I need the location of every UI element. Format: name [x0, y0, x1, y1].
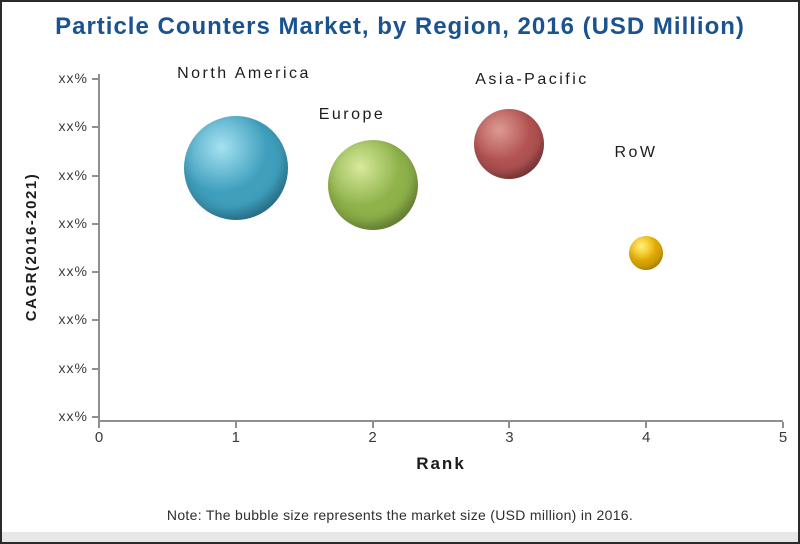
y-tick-label: xx% [58, 408, 88, 424]
x-axis-label: Rank [416, 454, 466, 473]
y-axis-line [98, 74, 100, 422]
x-tick-label: 5 [778, 429, 788, 446]
y-tick-label: xx% [58, 214, 88, 231]
x-tick-mark [371, 422, 374, 428]
bubble-label-row: RoW [614, 144, 658, 161]
x-axis-line [99, 420, 783, 422]
x-tick-mark [645, 422, 648, 428]
y-tick-label: xx% [58, 70, 88, 86]
y-tick-mark [92, 416, 99, 418]
y-tick-mark [92, 126, 99, 129]
chart-title: Particle Counters Market, by Region, 201… [55, 13, 745, 40]
bottom-band [2, 532, 798, 542]
bubble-north-america [183, 115, 288, 220]
y-tick-label: xx% [58, 311, 88, 328]
y-tick-mark [92, 78, 99, 80]
bubble-asia-pacific [474, 108, 545, 179]
y-tick-label: xx% [58, 118, 88, 135]
x-tick-mark [782, 422, 784, 428]
bubble-label-europe: Europe [318, 106, 386, 123]
bubble-label-asia-pacific: Asia-Pacific [475, 71, 589, 88]
x-tick-label: 1 [231, 429, 240, 446]
x-tick-label: 0 [94, 429, 104, 446]
x-tick-label: 4 [642, 429, 651, 446]
bubble-label-north-america: North America [177, 65, 311, 82]
y-tick-label: xx% [58, 166, 88, 183]
bubble-europe [327, 140, 418, 231]
y-tick-label: xx% [58, 263, 88, 280]
x-tick-mark [234, 422, 237, 428]
x-tick-label: 3 [505, 429, 514, 446]
chart-note: Note: The bubble size represents the mar… [166, 507, 634, 523]
y-tick-mark [92, 174, 99, 177]
y-tick-label: xx% [58, 359, 88, 376]
x-tick-mark [98, 422, 100, 428]
y-tick-mark [92, 319, 99, 322]
y-tick-mark [92, 367, 99, 370]
bubble-row [629, 236, 664, 271]
x-tick-label: 2 [368, 429, 377, 446]
y-tick-mark [92, 222, 99, 225]
y-tick-mark [92, 271, 99, 274]
y-axis-label: CAGR(2016-2021) [23, 172, 40, 322]
x-tick-mark [508, 422, 511, 428]
